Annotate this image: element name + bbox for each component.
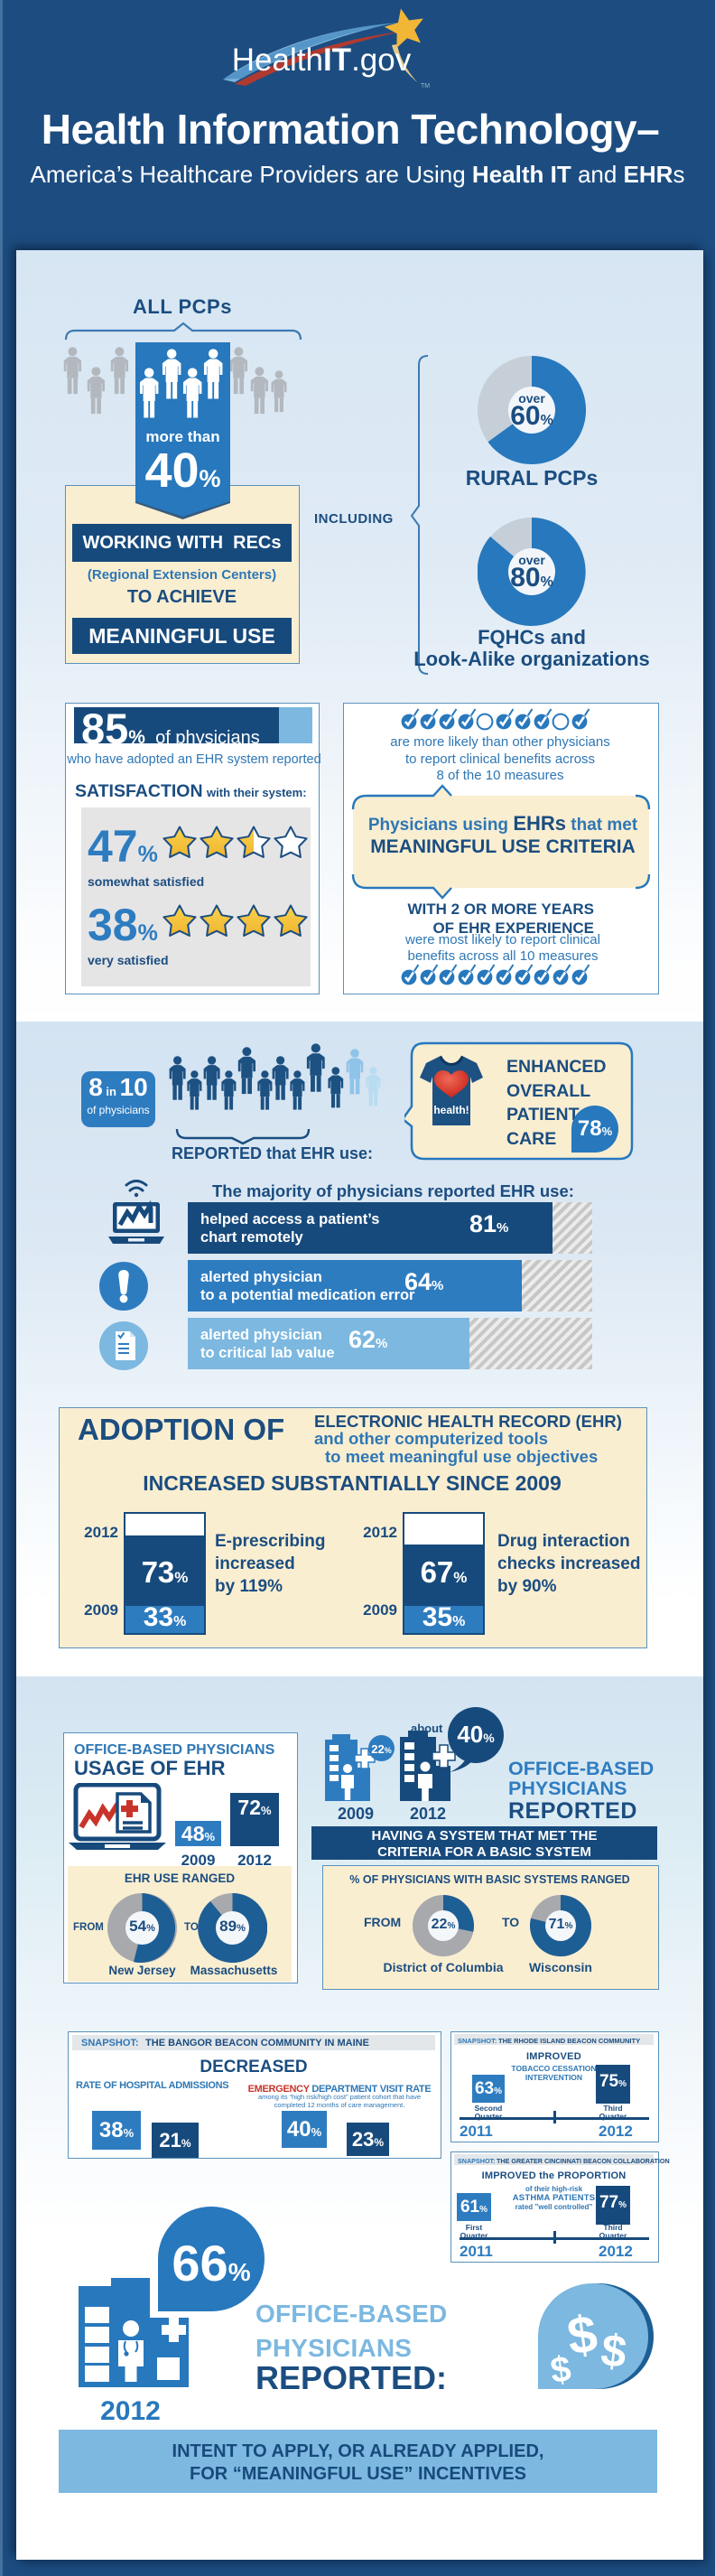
svg-text:health!: health! — [433, 1104, 469, 1116]
svg-text:TM: TM — [421, 83, 430, 89]
